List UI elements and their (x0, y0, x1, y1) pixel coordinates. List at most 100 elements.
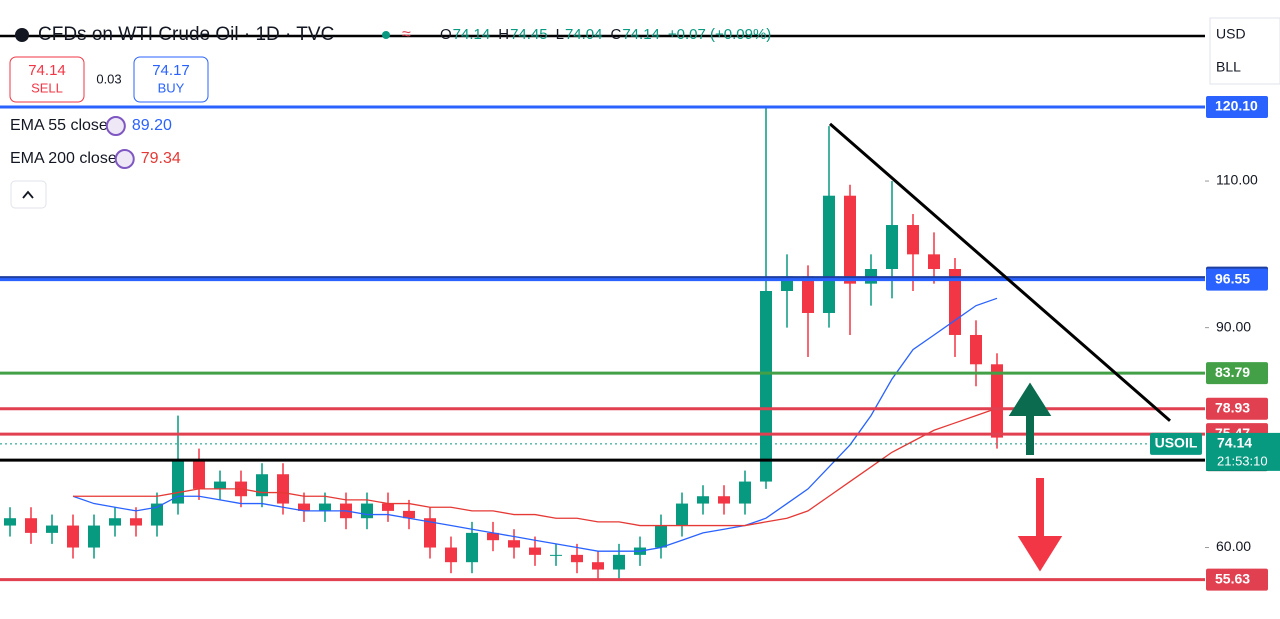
currency[interactable]: USD (1216, 26, 1246, 42)
sell-price[interactable]: 74.14 (28, 62, 66, 79)
chart-title: CFDs on WTI Crude Oil · 1D · TVC (38, 24, 334, 45)
candle-body (46, 525, 58, 533)
sell-label[interactable]: SELL (31, 80, 63, 95)
candle-body (613, 554, 625, 570)
level-label: 55.63 (1215, 570, 1250, 586)
ohlc-value: 74.04 (565, 26, 603, 43)
indicator-icon (114, 149, 135, 169)
ohlc-letter: H (498, 26, 509, 43)
level-label: 120.10 (1215, 98, 1258, 114)
collapse-icon (22, 190, 34, 199)
up-arrow (1008, 382, 1052, 455)
candle-body (760, 290, 772, 482)
candle-body (907, 225, 919, 255)
currency-box (1209, 17, 1280, 85)
ohlc-value: 74.45 (510, 26, 548, 43)
candle-body (970, 334, 982, 365)
candle-body (844, 195, 856, 284)
ohlc-value: 74.14 (453, 26, 491, 43)
countdown: 21:53:10 (1217, 453, 1268, 468)
candle-body (382, 503, 394, 511)
candle-body (466, 532, 478, 563)
level-badge (1206, 397, 1268, 420)
candle-body (928, 254, 940, 270)
trendline (829, 122, 1171, 422)
level-label: 96.55 (1215, 270, 1250, 286)
collapse-button[interactable] (10, 180, 47, 209)
ohlc-letter: O (440, 26, 452, 43)
level-label: 78.93 (1215, 399, 1250, 415)
candle-body (571, 554, 583, 563)
candle-body (739, 481, 751, 504)
buy-label[interactable]: BUY (158, 80, 185, 95)
status-dot (382, 31, 390, 39)
ohlc-legend: O 74.14 H 74.45 L 74.04 C 74.14 +0.07 (+0.09%) (440, 26, 771, 43)
level-badge (1206, 568, 1268, 591)
plot: 60.0090.00110.00120.1096.8396.5583.7978.… (0, 96, 1280, 591)
candle-body (88, 525, 100, 548)
symbol-icon (15, 28, 29, 42)
candle-body (277, 474, 289, 504)
candle-body (550, 554, 562, 556)
ema-line (72, 297, 998, 552)
y-tick-label: 60.00 (1216, 538, 1251, 554)
indicator-icon (105, 116, 126, 136)
candle-body (403, 510, 415, 519)
candle-body (319, 503, 331, 511)
price-label: 74.14 (1217, 435, 1252, 451)
candle-body (802, 276, 814, 313)
symbol-label: USOIL (1155, 435, 1198, 451)
candle-body (214, 481, 226, 489)
y-tick-label: 110.00 (1216, 172, 1258, 188)
candle-body (676, 503, 688, 526)
ohlc-change: +0.07 (+0.09%) (668, 26, 771, 43)
ohlc-letter: C (611, 26, 622, 43)
candle-body (592, 562, 604, 570)
candle-body (508, 540, 520, 548)
level-badge (1206, 268, 1268, 291)
sell-button[interactable] (9, 56, 85, 103)
buy-price[interactable]: 74.17 (152, 62, 190, 79)
indicator-value: 79.34 (141, 150, 181, 167)
candle-body (655, 525, 667, 548)
indicator-name: EMA 55 close (10, 117, 108, 134)
ema-line (73, 407, 998, 527)
candle-body (991, 364, 1003, 438)
candle-body (193, 459, 205, 489)
buy-button[interactable] (133, 56, 209, 103)
candle-body (445, 547, 457, 563)
candle-body (298, 503, 310, 511)
candle-body (67, 525, 79, 548)
candle-body (256, 474, 268, 497)
indicator-name: EMA 200 close (10, 150, 117, 167)
candle-body (487, 532, 499, 541)
ohlc-letter: L (556, 26, 564, 43)
y-tick-label: 90.00 (1216, 318, 1251, 334)
ohlc-value: 74.14 (622, 26, 660, 43)
candle-body (109, 518, 121, 526)
candle-body (424, 518, 436, 548)
price-badge (1206, 432, 1280, 471)
unit[interactable]: BLL (1216, 59, 1241, 75)
candle-body (697, 496, 709, 504)
symbol-badge (1150, 432, 1202, 455)
candle-body (529, 547, 541, 555)
candle-body (151, 503, 163, 526)
candle-body (886, 225, 898, 270)
candle-body (25, 518, 37, 533)
indicator-value: 89.20 (132, 117, 172, 134)
level-badge (1206, 362, 1268, 385)
level-label: 83.79 (1215, 364, 1250, 380)
spread: 0.03 (96, 71, 121, 86)
candle-body (130, 518, 142, 526)
candle-body (4, 518, 16, 526)
candle-body (361, 503, 373, 519)
level-badge (1206, 96, 1268, 119)
status-icon: ≈ (402, 26, 411, 43)
candle-body (718, 496, 730, 504)
indicator-legend: EMA 55 close 89.20 EMA 200 close 79.34 (10, 116, 181, 169)
down-arrow (1017, 478, 1063, 572)
candle-body (823, 195, 835, 313)
